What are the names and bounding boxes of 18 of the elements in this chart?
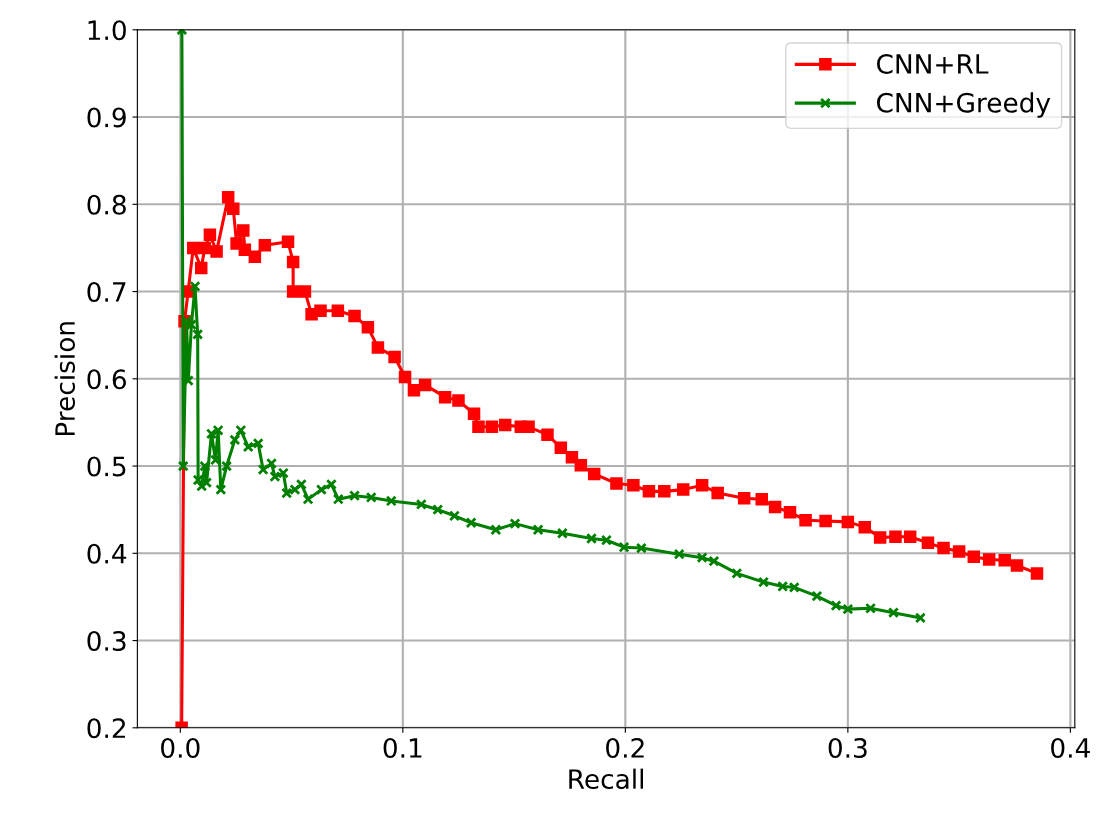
y-tick-label: 1.0 [88,20,126,41]
legend-label: CNN+Greedy [876,92,1051,118]
x-tick-label: 0.4 [1051,738,1090,758]
x-tick-label: 0.0 [161,738,200,758]
y-tick-label: 0.5 [87,456,126,477]
x-tick-label: 0.2 [606,738,644,758]
y-tick-label: 0.8 [87,194,126,215]
y-tick-label: 0.2 [87,718,126,739]
x-axis-title: Recall [569,768,643,790]
y-tick-label: 0.3 [87,631,126,651]
x-tick-label: 0.1 [383,738,422,758]
y-axis-title: Precision [54,322,76,436]
y-tick-label: 0.7 [87,282,126,302]
y-tick-label: 0.9 [87,107,126,128]
legend-label: CNN+RL [876,54,989,74]
x-tick-label: 0.3 [828,738,867,758]
y-tick-label: 0.6 [87,369,126,390]
y-tick-label: 0.4 [87,543,127,564]
